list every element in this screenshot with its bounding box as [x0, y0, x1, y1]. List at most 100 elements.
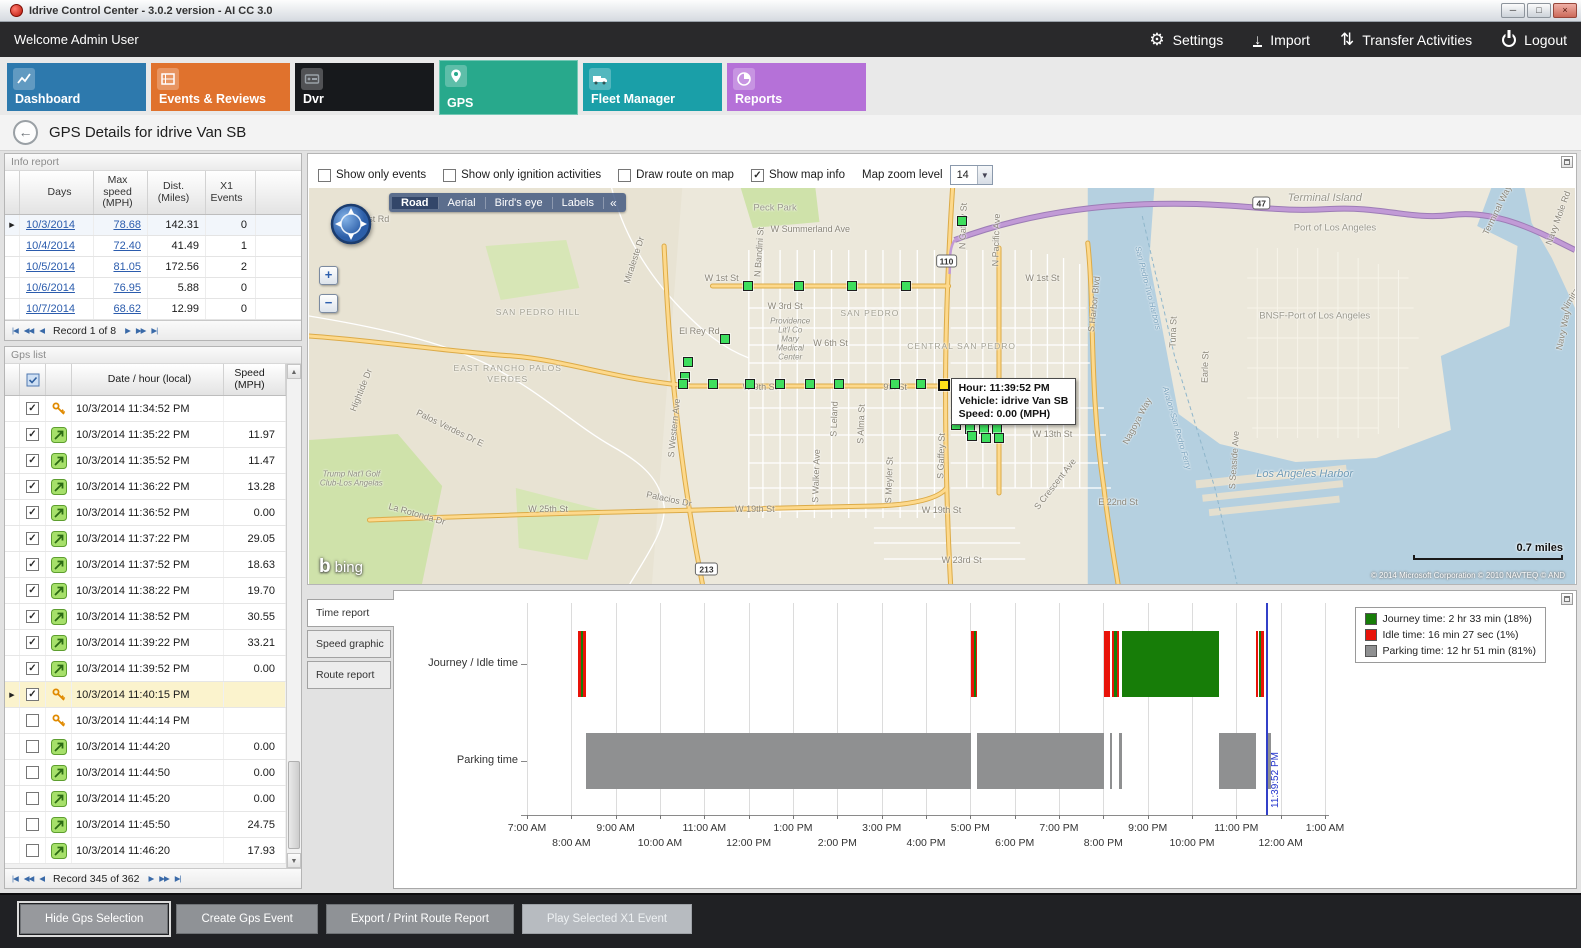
row-checkbox[interactable] [26, 766, 39, 779]
row-checkbox[interactable] [26, 792, 39, 805]
close-button[interactable]: × [1553, 3, 1577, 18]
row-checkbox[interactable]: ✓ [26, 688, 39, 701]
row-checkbox[interactable] [26, 818, 39, 831]
row-checkbox[interactable]: ✓ [26, 454, 39, 467]
map-style-aerial[interactable]: Aerial [439, 196, 486, 209]
pager-first-button[interactable]: |◀ [12, 874, 19, 883]
gps-marker[interactable] [775, 379, 786, 389]
row-checkbox[interactable]: ✓ [26, 610, 39, 623]
gps-marker[interactable] [916, 379, 927, 389]
pager-prev-button[interactable]: ◀ [39, 326, 45, 335]
maximize-button[interactable]: □ [1527, 3, 1551, 18]
date-link[interactable]: 10/4/2014 [26, 240, 75, 252]
row-checkbox[interactable]: ✓ [26, 402, 39, 415]
tab-dvr[interactable]: Dvr [295, 63, 434, 111]
map-option-show-map-info[interactable]: ✓ Show map info [750, 168, 845, 182]
max-speed-link[interactable]: 81.05 [113, 261, 141, 273]
tab-speed-graphic[interactable]: Speed graphic [307, 630, 391, 658]
chart-panel-maximize-button[interactable] [1561, 593, 1573, 605]
gps-list-row[interactable]: ✓ 10/3/2014 11:38:52 PM 30.55 [5, 604, 286, 630]
row-checkbox[interactable]: ✓ [26, 662, 39, 675]
import-button[interactable]: ↓ Import [1253, 32, 1310, 48]
row-checkbox[interactable] [26, 740, 39, 753]
date-link[interactable]: 10/3/2014 [26, 219, 75, 231]
gps-list-row[interactable]: ✓ 10/3/2014 11:35:52 PM 11.47 [5, 448, 286, 474]
max-speed-link[interactable]: 68.62 [113, 303, 141, 315]
row-checkbox[interactable]: ✓ [26, 584, 39, 597]
back-button[interactable]: ← [13, 120, 38, 145]
pager-last-button[interactable]: ▶| [174, 874, 182, 883]
gps-list-row[interactable]: 10/3/2014 11:45:50 24.75 [5, 812, 286, 838]
checkbox[interactable] [318, 168, 331, 182]
zoom-out-button[interactable]: − [319, 294, 338, 313]
gps-marker[interactable] [794, 281, 805, 291]
max-speed-link[interactable]: 76.95 [113, 282, 141, 294]
gps-list-row[interactable]: 10/3/2014 11:44:20 0.00 [5, 734, 286, 760]
gps-marker[interactable] [980, 433, 991, 443]
info-report-row[interactable]: 10/5/2014 81.05 172.56 2 [5, 257, 301, 278]
gps-list-row[interactable]: ✓ 10/3/2014 11:39:22 PM 33.21 [5, 630, 286, 656]
gps-list-row[interactable]: 10/3/2014 11:44:50 0.00 [5, 760, 286, 786]
max-speed-link[interactable]: 72.40 [113, 240, 141, 252]
gps-marker[interactable] [993, 433, 1004, 443]
pager-prev-page-button[interactable]: ◀◀ [23, 326, 35, 335]
checkbox[interactable] [443, 168, 457, 182]
map-option-draw-route-on-map[interactable]: Draw route on map [618, 168, 734, 182]
pager-first-button[interactable]: |◀ [12, 326, 19, 335]
map-panel-maximize-button[interactable] [1561, 156, 1573, 168]
row-checkbox[interactable] [26, 714, 39, 727]
transfer-activities-button[interactable]: ⇅ Transfer Activities [1340, 31, 1472, 48]
gps-marker[interactable] [956, 216, 967, 226]
minimize-button[interactable]: ─ [1501, 3, 1525, 18]
date-link[interactable]: 10/6/2014 [26, 282, 75, 294]
map-canvas[interactable] [309, 188, 1575, 584]
map-nav-collapse-button[interactable]: « [610, 195, 617, 210]
gps-marker[interactable] [846, 281, 857, 291]
pager-next-button[interactable]: ▶ [125, 326, 131, 335]
gps-list-row[interactable]: ▶ ✓ 10/3/2014 11:40:15 PM [5, 682, 286, 708]
row-checkbox[interactable]: ✓ [26, 636, 39, 649]
gps-list-row[interactable]: ✓ 10/3/2014 11:38:22 PM 19.70 [5, 578, 286, 604]
pager-next-page-button[interactable]: ▶▶ [135, 326, 147, 335]
checkbox[interactable] [618, 168, 632, 182]
gps-marker[interactable] [966, 431, 977, 441]
gps-marker[interactable] [707, 379, 718, 389]
row-checkbox[interactable]: ✓ [26, 532, 39, 545]
scroll-thumb[interactable] [288, 761, 300, 849]
map-style-road[interactable]: Road [392, 196, 439, 209]
gps-list-row[interactable]: ✓ 10/3/2014 11:34:52 PM [5, 396, 286, 422]
pager-last-button[interactable]: ▶| [151, 326, 158, 335]
gps-marker[interactable] [890, 379, 901, 389]
map-style-bird-s-eye[interactable]: Bird's eye [486, 196, 553, 209]
row-checkbox[interactable]: ✓ [26, 428, 39, 441]
date-link[interactable]: 10/5/2014 [26, 261, 75, 273]
export-print-route-report-button[interactable]: Export / Print Route Report [325, 904, 514, 934]
create-gps-event-button[interactable]: Create Gps Event [176, 904, 318, 934]
gps-list-row[interactable]: 10/3/2014 11:46:20 17.93 [5, 838, 286, 864]
gps-marker[interactable] [683, 357, 694, 367]
map-style-labels[interactable]: Labels [553, 196, 604, 209]
gps-list-row[interactable]: ✓ 10/3/2014 11:36:52 PM 0.00 [5, 500, 286, 526]
hide-gps-selection-button[interactable]: Hide Gps Selection [16, 901, 172, 937]
info-report-row[interactable]: 10/7/2014 68.62 12.99 0 [5, 299, 301, 320]
gps-list-row[interactable]: ✓ 10/3/2014 11:37:22 PM 29.05 [5, 526, 286, 552]
gps-list-row[interactable]: ✓ 10/3/2014 11:39:52 PM 0.00 [5, 656, 286, 682]
row-checkbox[interactable] [26, 844, 39, 857]
gps-marker[interactable] [833, 379, 844, 389]
col-days[interactable]: Days [20, 171, 94, 214]
row-checkbox[interactable]: ✓ [26, 506, 39, 519]
selected-gps-marker[interactable] [937, 379, 950, 391]
row-checkbox[interactable]: ✓ [26, 480, 39, 493]
col-dist[interactable]: Dist. (Miles) [148, 171, 206, 214]
tab-route-report[interactable]: Route report [307, 661, 391, 689]
tab-dashboard[interactable]: Dashboard [7, 63, 146, 111]
settings-button[interactable]: ⚙ Settings [1149, 31, 1223, 48]
logout-button[interactable]: Logout [1502, 32, 1567, 48]
col-x1-events[interactable]: X1 Events [206, 171, 256, 214]
map-option-show-only-ignition-activities[interactable]: Show only ignition activities [443, 168, 601, 182]
scroll-up-icon[interactable]: ▲ [287, 364, 301, 379]
col-speed[interactable]: Speed (MPH) [224, 364, 286, 395]
gps-marker[interactable] [744, 379, 755, 389]
info-report-row[interactable]: 10/6/2014 76.95 5.88 0 [5, 278, 301, 299]
pager-next-page-button[interactable]: ▶▶ [159, 874, 170, 883]
